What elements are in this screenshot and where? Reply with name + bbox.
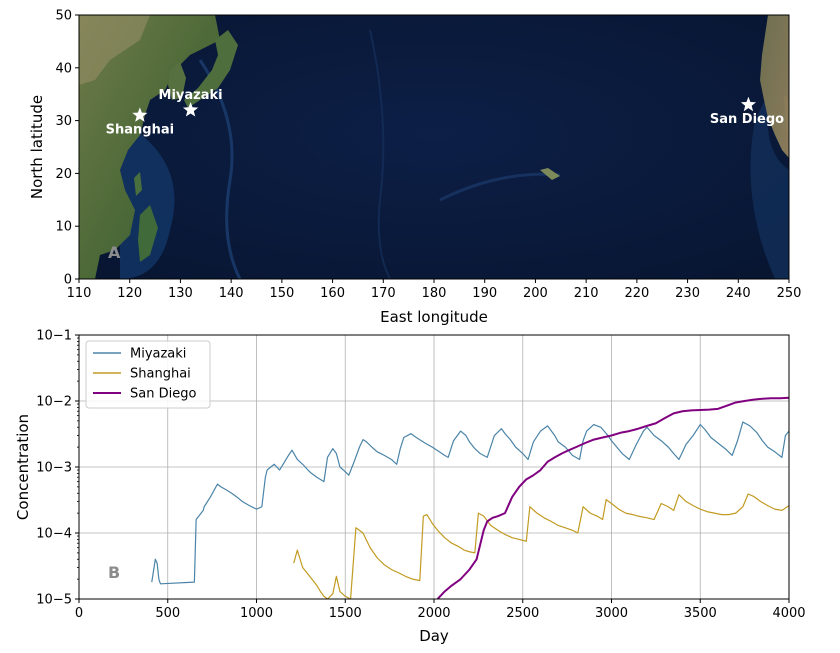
map-x-tick-label: 120 [117, 286, 142, 301]
map-y-tick-label: 10 [55, 220, 72, 235]
map-background [79, 15, 789, 279]
map-markers: Miyazaki Shanghai San Diego [106, 88, 785, 137]
chart-panel: 0 500 1000 1500 2000 2500 3000 3500 4000 10−5 10−4… [14, 329, 806, 646]
map-x-tick-label: 250 [777, 286, 802, 301]
plot-y-tick-label: 10−4 [36, 527, 72, 542]
map-panel: 110 120 130 140 150 160 170 180 190 200 210 220 230 2… [28, 9, 801, 327]
plot-ticks: 0 500 1000 1500 2000 2500 3000 3500 4000 10−5 10−4… [36, 329, 805, 622]
plot-x-tick-label: 0 [75, 606, 83, 621]
map-ticks: 110 120 130 140 150 160 170 180 190 200 210 220 230 2… [55, 9, 801, 302]
taiwan [134, 172, 142, 196]
ocean [79, 15, 789, 279]
plot-x-axis-label: Day [419, 627, 449, 645]
series-line-san-diego [436, 396, 789, 599]
map-panel-label: A [108, 243, 121, 262]
plot-x-tick-label: 4000 [772, 606, 805, 621]
map-x-tick-label: 140 [219, 286, 244, 301]
plot-y-tick-label: 10−5 [36, 593, 72, 608]
map-x-tick-label: 230 [675, 286, 700, 301]
map-x-axis-label: East longitude [380, 308, 488, 326]
plot-y-tick-label: 10−1 [36, 329, 72, 344]
map-x-tick-label: 160 [320, 286, 345, 301]
location-label: Shanghai [106, 122, 174, 137]
map-x-tick-label: 110 [67, 286, 92, 301]
series-line-shanghai [293, 493, 789, 599]
map-y-tick-label: 40 [55, 61, 72, 76]
american-shelf [750, 90, 789, 279]
map-x-tick-label: 170 [371, 286, 396, 301]
map-x-tick-label: 180 [422, 286, 447, 301]
map-x-tick-label: 150 [269, 286, 294, 301]
plot-panel-label: B [108, 563, 120, 582]
plot-x-tick-label: 2500 [506, 606, 539, 621]
plot-y-tick-label: 10−2 [36, 395, 72, 410]
map-x-tick-label: 240 [726, 286, 751, 301]
map-x-tick-label: 130 [168, 286, 193, 301]
asia-arid-region [79, 15, 150, 85]
map-y-tick-label: 20 [55, 167, 72, 182]
korea [168, 62, 186, 100]
plot-x-tick-label: 3500 [684, 606, 717, 621]
plot-x-tick-label: 1500 [329, 606, 362, 621]
map-y-axis-label: North latitude [28, 95, 46, 199]
location-star-shanghai [132, 107, 148, 122]
location-label: Miyazaki [159, 88, 223, 103]
plot-y-tick-label: 10−3 [36, 461, 72, 476]
hawaii [540, 168, 560, 180]
plot-x-tick-label: 2000 [417, 606, 450, 621]
map-x-tick-label: 190 [472, 286, 497, 301]
legend-entry: Shanghai [130, 367, 191, 382]
legend-entry: San Diego [130, 387, 196, 402]
plot-y-axis-label: Concentration [14, 414, 32, 520]
baja-california [784, 95, 789, 135]
legend-entry: Miyazaki [130, 347, 186, 362]
location-label: San Diego [710, 112, 784, 127]
series-line-miyazaki [151, 421, 789, 585]
location-star-miyazaki [182, 102, 199, 117]
asia-landmass [79, 15, 220, 279]
map-x-tick-label: 210 [574, 286, 599, 301]
japan [184, 30, 238, 108]
map-x-tick-label: 220 [624, 286, 649, 301]
plot-series [151, 396, 789, 599]
map-x-tick-label: 200 [523, 286, 548, 301]
plot-x-tick-label: 500 [155, 606, 180, 621]
philippines [138, 205, 158, 262]
legend-box [85, 340, 211, 409]
emperor-seamounts [369, 29, 391, 279]
plot-x-tick-label: 1000 [240, 606, 273, 621]
asian-shelf [120, 120, 175, 279]
trench-ridge [198, 59, 242, 279]
plot-x-tick-label: 3000 [595, 606, 628, 621]
map-y-tick-label: 0 [64, 273, 72, 288]
location-star-san-diego [740, 96, 757, 112]
north-america-landmass [760, 15, 789, 158]
map-y-tick-label: 50 [55, 9, 72, 24]
legend: Miyazaki Shanghai San Diego [85, 340, 211, 409]
map-y-tick-label: 30 [55, 114, 72, 129]
